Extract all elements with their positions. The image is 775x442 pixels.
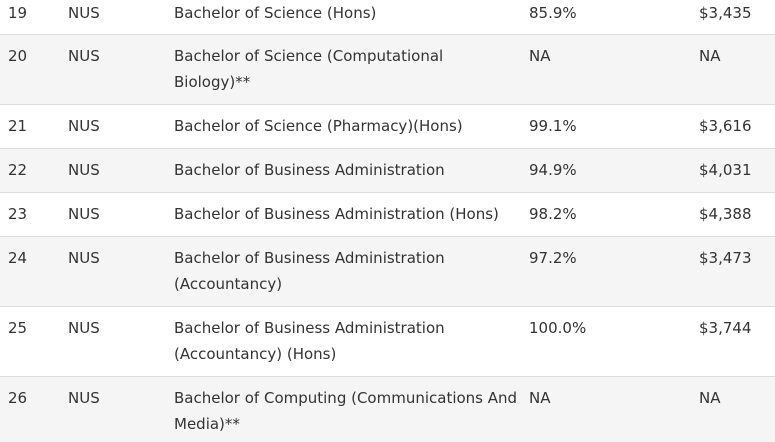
median-salary: $4,031: [691, 148, 775, 193]
table-row: 26 NUS Bachelor of Computing (Communicat…: [0, 376, 775, 442]
employment-rate: 99.1%: [521, 104, 691, 149]
university: NUS: [60, 34, 166, 105]
table-row: 23 NUS Bachelor of Business Administrati…: [0, 192, 775, 237]
median-salary: $3,616: [691, 104, 775, 149]
university: NUS: [60, 236, 166, 307]
degree: Bachelor of Business Administration: [166, 148, 521, 193]
table-row: 22 NUS Bachelor of Business Administrati…: [0, 148, 775, 193]
median-salary: $3,435: [691, 0, 775, 35]
row-number: 20: [0, 34, 60, 105]
row-number: 24: [0, 236, 60, 307]
degree: Bachelor of Science (Hons): [166, 0, 521, 35]
university: NUS: [60, 148, 166, 193]
row-number: 22: [0, 148, 60, 193]
degree: Bachelor of Computing (Communications An…: [166, 376, 521, 442]
university: NUS: [60, 0, 166, 35]
employment-rate: NA: [521, 34, 691, 105]
median-salary: $4,388: [691, 192, 775, 237]
degree: Bachelor of Science (Pharmacy)(Hons): [166, 104, 521, 149]
employment-rate: 94.9%: [521, 148, 691, 193]
median-salary: NA: [691, 34, 775, 105]
university: NUS: [60, 376, 166, 442]
employment-rate: NA: [521, 376, 691, 442]
employment-rate: 97.2%: [521, 236, 691, 307]
university: NUS: [60, 192, 166, 237]
median-salary: NA: [691, 376, 775, 442]
degree: Bachelor of Business Administration (Acc…: [166, 306, 521, 377]
row-number: 23: [0, 192, 60, 237]
row-number: 25: [0, 306, 60, 377]
employment-rate: 98.2%: [521, 192, 691, 237]
row-number: 19: [0, 0, 60, 35]
employment-rate: 85.9%: [521, 0, 691, 35]
degree: Bachelor of Science (Computational Biolo…: [166, 34, 521, 105]
median-salary: $3,473: [691, 236, 775, 307]
employment-rate: 100.0%: [521, 306, 691, 377]
table-row: 20 NUS Bachelor of Science (Computationa…: [0, 34, 775, 105]
row-number: 26: [0, 376, 60, 442]
median-salary: $3,744: [691, 306, 775, 377]
university: NUS: [60, 104, 166, 149]
row-number: 21: [0, 104, 60, 149]
university: NUS: [60, 306, 166, 377]
table-row: 19 NUS Bachelor of Science (Hons) 85.9% …: [0, 0, 775, 35]
degree: Bachelor of Business Administration (Hon…: [166, 192, 521, 237]
degree: Bachelor of Business Administration (Acc…: [166, 236, 521, 307]
table-row: 24 NUS Bachelor of Business Administrati…: [0, 236, 775, 307]
table-row: 21 NUS Bachelor of Science (Pharmacy)(Ho…: [0, 104, 775, 149]
table-row: 25 NUS Bachelor of Business Administrati…: [0, 306, 775, 377]
